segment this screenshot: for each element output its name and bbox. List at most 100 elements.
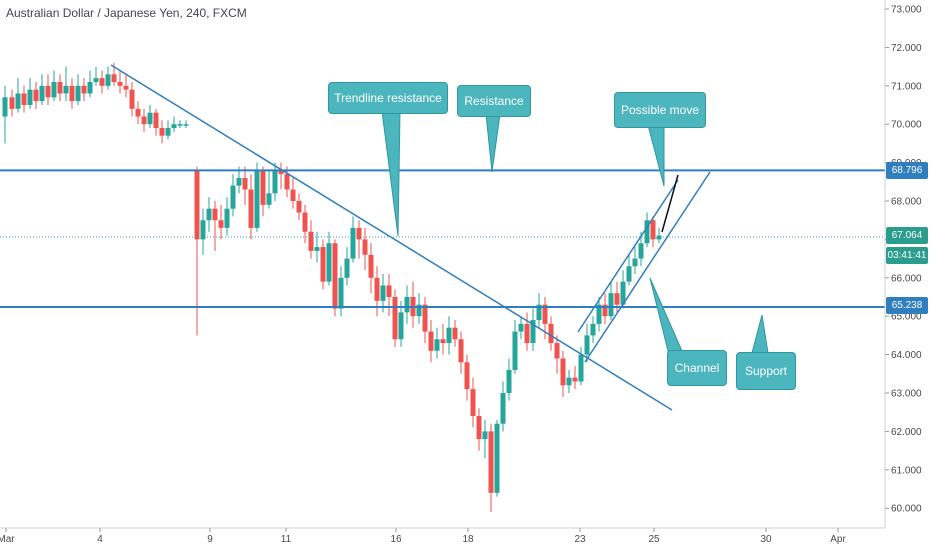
price-tick-label: 63.000 (891, 389, 922, 400)
candle (314, 231, 320, 263)
candle (75, 74, 81, 105)
candle (135, 101, 141, 125)
candle (177, 120, 183, 129)
candle (141, 108, 147, 132)
candle (350, 216, 356, 263)
candle (153, 108, 159, 136)
candle (440, 323, 446, 355)
time-tick-label: 16 (390, 534, 402, 545)
candle (380, 273, 386, 313)
candle (362, 227, 368, 271)
candle (9, 89, 15, 117)
candle (183, 120, 189, 129)
time-tick-label: 9 (207, 534, 213, 545)
candle (93, 66, 99, 86)
price-tick-label: 64.000 (891, 350, 922, 361)
candle (452, 320, 458, 347)
candle (200, 208, 206, 255)
price-tick-label: 65.000 (891, 312, 922, 323)
candle (410, 281, 416, 328)
candle (500, 381, 506, 432)
candle (602, 293, 608, 324)
candle (147, 105, 153, 129)
candle (69, 78, 75, 109)
candle (260, 166, 266, 217)
candle (266, 170, 272, 209)
channel-lower (584, 171, 711, 363)
channel-upper (577, 179, 679, 333)
candle (302, 204, 308, 244)
candle (530, 308, 536, 351)
candles-layer (2, 62, 662, 513)
candle (117, 70, 123, 94)
possible-move-callout-pointer (647, 124, 665, 187)
drawing-layer (0, 64, 885, 411)
candle (129, 81, 135, 117)
candle (27, 78, 33, 109)
candle (398, 300, 404, 347)
callout-support[interactable]: Support (736, 352, 796, 390)
candle (326, 231, 332, 286)
candle (554, 335, 560, 374)
candle (644, 212, 650, 248)
candle (254, 162, 260, 232)
candle (15, 78, 21, 113)
callout-channel[interactable]: Channel (667, 350, 727, 386)
price-tick-label: 68.000 (891, 197, 922, 208)
candle (548, 316, 554, 351)
candle (590, 316, 596, 344)
trendline (110, 64, 673, 411)
time-axis: Mar 4 9 11 16 18 23 25 30 Apr (0, 527, 885, 545)
candle (320, 239, 326, 290)
candle (620, 270, 626, 309)
candle (416, 293, 422, 324)
candle (536, 293, 542, 328)
price-axis: 60.000 61.000 62.000 63.000 64.000 65.000 66.0… (884, 0, 922, 528)
callout-possible-move[interactable]: Possible move (614, 92, 706, 128)
candle (87, 70, 93, 98)
time-tick-label: 18 (462, 534, 474, 545)
support-price-tag: 65.238 (886, 297, 928, 314)
candle (242, 166, 248, 205)
candle (506, 358, 512, 401)
price-tick-label: 70.000 (891, 120, 922, 131)
candle (560, 350, 566, 397)
candle (488, 423, 494, 513)
callout-resistance[interactable]: Resistance (457, 85, 531, 117)
candle (165, 120, 171, 140)
support-callout-pointer (751, 314, 769, 354)
candle (584, 323, 590, 363)
candle (596, 297, 602, 332)
candle (159, 120, 165, 144)
candle (632, 247, 638, 274)
candle (386, 273, 392, 317)
candle (81, 78, 87, 102)
candle (650, 216, 656, 248)
price-tick-label: 66.000 (891, 273, 922, 284)
candle (494, 419, 500, 497)
candle (422, 297, 428, 344)
candle (368, 243, 374, 294)
resistance-price-tag: 68.796 (886, 162, 928, 179)
candle (2, 85, 8, 144)
candle (57, 74, 63, 102)
candle (458, 331, 464, 374)
candle (518, 316, 524, 340)
time-tick-label: 23 (574, 534, 586, 545)
candle (344, 247, 350, 286)
price-tick-label: 73.000 (891, 5, 922, 16)
candle (45, 74, 51, 105)
candle (21, 85, 27, 113)
time-tick-label: Apr (830, 534, 846, 545)
callout-trendline-resistance[interactable]: Trendline resistance (328, 82, 448, 114)
candle (332, 239, 338, 317)
candle (308, 220, 314, 259)
candle (512, 320, 518, 374)
candle (338, 266, 344, 317)
candle (392, 289, 398, 347)
candle (434, 327, 440, 359)
candle (218, 204, 224, 240)
last-price-tag: 67.064 (886, 227, 928, 244)
candle (206, 197, 212, 232)
